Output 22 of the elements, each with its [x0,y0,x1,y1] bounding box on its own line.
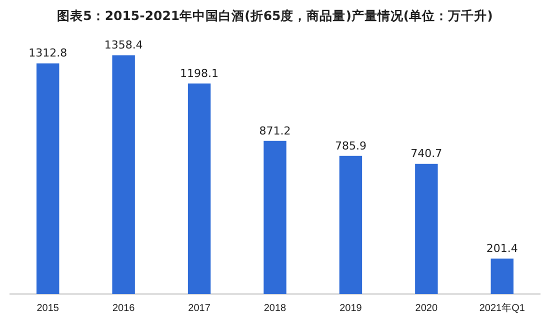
bar [490,258,514,294]
bar [415,164,438,294]
data-label: 1198.1 [180,66,219,80]
x-tick-label: 2017 [188,302,211,314]
bar [112,55,135,294]
x-tick-label: 2021年Q1 [479,302,526,314]
data-label: 1358.4 [104,38,143,52]
bar [264,140,286,294]
chart-title: 图表5：2015-2021年中国白酒(折65度，商品量)产量情况(单位：万千升) [56,8,494,25]
bar [339,156,362,294]
data-label: 201.4 [486,242,518,255]
x-tick-label: 2018 [264,302,287,314]
data-label: 1312.8 [28,46,68,60]
data-label: 785.9 [334,139,366,152]
data-label: 740.7 [410,147,442,160]
x-tick-label: 2019 [340,302,362,314]
x-tick-label: 2016 [112,302,136,314]
data-label: 871.2 [259,124,291,138]
bar [188,83,211,294]
bar [36,63,60,294]
x-tick-label: 2020 [415,302,438,314]
x-tick-label: 2015 [36,302,60,314]
